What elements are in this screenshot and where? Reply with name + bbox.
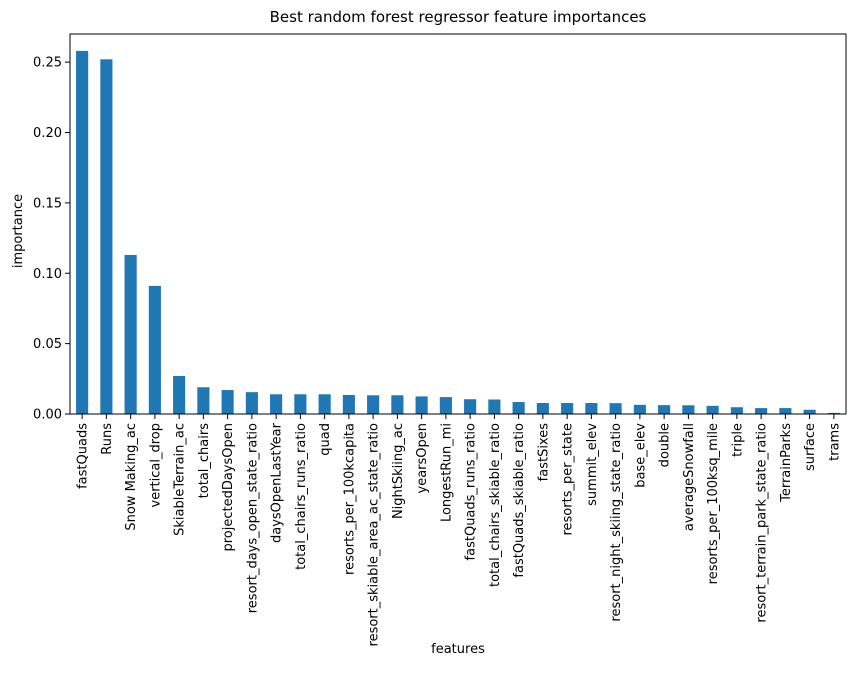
x-tick-label: NightSkiing_ac: [391, 423, 406, 519]
bar-28: [730, 407, 743, 414]
bar-3: [124, 254, 137, 414]
bar-25: [658, 405, 671, 414]
x-tick-label: yearsOpen: [415, 423, 430, 494]
x-tick-label: vertical_drop: [148, 423, 163, 508]
bar-9: [270, 394, 283, 414]
bar-6: [197, 387, 210, 414]
bar-29: [755, 408, 768, 414]
bar-23: [609, 403, 622, 414]
x-tick-label: projectedDaysOpen: [221, 423, 236, 552]
x-tick-label: resorts_per_state: [561, 423, 576, 536]
x-tick-label: triple: [730, 423, 745, 457]
y-tick-label: 0.10: [33, 267, 62, 282]
bar-5: [173, 376, 186, 414]
bar-14: [391, 395, 404, 414]
x-tick-label: fastQuads_runs_ratio: [464, 423, 479, 560]
x-tick-label: trams: [827, 423, 842, 461]
y-tick-label: 0.05: [33, 337, 62, 352]
x-tick-label: resorts_per_100ksq_mile: [706, 423, 721, 584]
x-tick-label: Runs: [100, 423, 115, 455]
bar-11: [318, 394, 331, 414]
x-tick-label: base_elev: [633, 423, 648, 488]
y-tick-label: 0.25: [33, 56, 62, 71]
y-tick-label: 0.20: [33, 126, 62, 141]
bar-1: [76, 50, 89, 415]
bar-31: [803, 409, 816, 414]
x-tick-label: resort_skiable_area_ac_state_ratio: [367, 423, 382, 647]
bar-19: [512, 402, 525, 414]
bar-26: [682, 405, 695, 414]
bar-32: [827, 412, 840, 414]
bar-21: [561, 403, 574, 414]
x-tick-label: fastSixes: [536, 423, 551, 482]
x-tick-label: resort_terrain_park_state_ratio: [755, 423, 770, 623]
bar-27: [706, 405, 719, 414]
bar-17: [464, 399, 477, 414]
bar-7: [221, 390, 234, 414]
bar-12: [342, 395, 355, 414]
plot-area: 0.00 0.05 0.10 0.15 0.20 0.25 fastQuads Runs Sno…: [33, 33, 847, 647]
y-axis-label: importance: [11, 194, 26, 268]
bar-10: [294, 394, 307, 414]
bar-16: [439, 397, 452, 414]
x-tick-label: total_chairs_skiable_ratio: [488, 423, 503, 587]
x-tick-label: resorts_per_100kcapita: [342, 423, 357, 575]
x-tick-label: daysOpenLastYear: [270, 422, 285, 543]
x-tick-label: surface: [803, 423, 818, 471]
bar-15: [415, 396, 428, 414]
x-tick-label: quad: [318, 423, 333, 456]
y-tick-label: 0.00: [33, 408, 62, 423]
x-tick-label: TerrainParks: [779, 423, 794, 503]
x-tick-label: fastQuads: [76, 423, 91, 489]
x-tick-label: SkiableTerrain_ac: [173, 423, 188, 536]
x-tick-label: total_chairs: [197, 423, 212, 499]
bar-20: [536, 403, 549, 414]
x-tick-label: Snow Making_ac: [124, 423, 139, 531]
x-tick-label: total_chairs_runs_ratio: [294, 423, 309, 570]
y-tick-label: 0.15: [33, 196, 62, 211]
bar-2: [100, 59, 113, 414]
x-tick-label: averageSnowfall: [682, 423, 697, 531]
bar-13: [367, 395, 380, 414]
x-tick-label: summit_elev: [585, 423, 600, 506]
bar-30: [779, 408, 792, 414]
x-tick-label: resort_days_open_state_ratio: [245, 423, 260, 613]
bar-22: [585, 403, 598, 414]
bar-8: [245, 392, 258, 414]
x-axis-label: features: [431, 642, 485, 657]
x-tick-label: resort_night_skiing_state_ratio: [609, 423, 624, 622]
axes-frame: [69, 33, 847, 415]
x-tick-label: LongestRun_mi: [439, 423, 454, 522]
x-tick-label: double: [658, 423, 673, 467]
bar-4: [148, 285, 161, 414]
x-tick-label: fastQuads_skiable_ratio: [512, 423, 527, 578]
chart-title: Best random forest regressor feature imp…: [270, 8, 647, 26]
bar-24: [633, 404, 646, 414]
bar-18: [488, 399, 501, 414]
